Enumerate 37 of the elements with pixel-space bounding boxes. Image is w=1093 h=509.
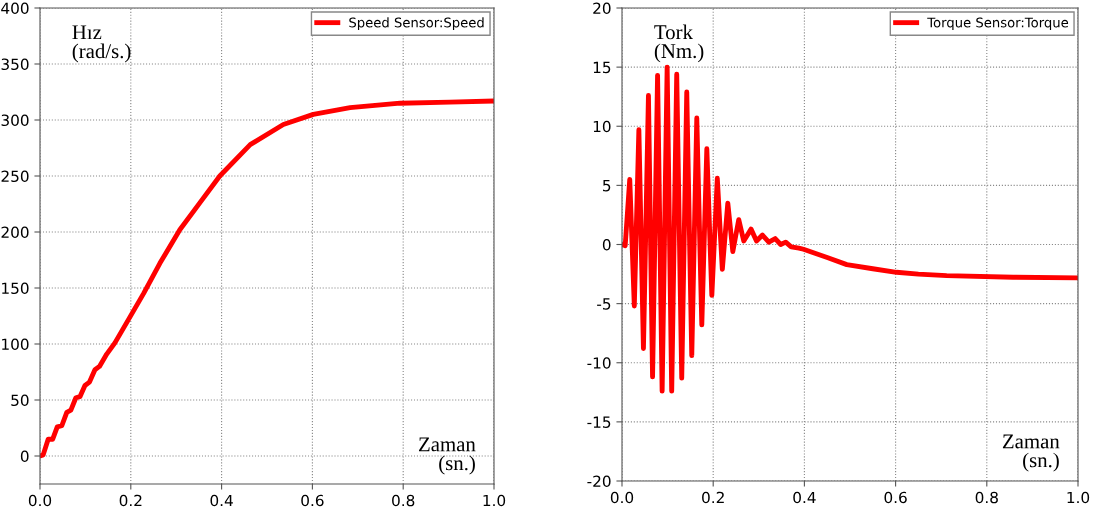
y-tick-label: 150 [2, 282, 29, 295]
y-tick-label: 5 [603, 180, 611, 192]
y-tick-label: 0 [20, 450, 29, 463]
y-axis-title: Tork (Nm.) [654, 24, 704, 63]
x-axis-title: Zaman (sn.) [1002, 434, 1060, 472]
y-tick-label: -10 [587, 357, 611, 369]
y-tick-label: 300 [1, 114, 29, 127]
y-tick-label: 100 [2, 338, 29, 351]
line-series [622, 64, 1078, 394]
x-tick-label: 0.4 [210, 494, 233, 507]
y-tick-label: 400 [1, 2, 29, 15]
y-tick-label: 50 [11, 394, 29, 407]
legend-label: Speed Sensor:Speed [349, 17, 484, 31]
x-tick-label: 1.0 [1067, 491, 1090, 504]
y-tick-label: 200 [1, 226, 29, 239]
x-tick-label: 0.6 [884, 491, 907, 504]
x-tick-label: 0.8 [392, 494, 415, 507]
y-tick-label: -20 [587, 475, 611, 488]
y-tick-label: 15 [593, 61, 611, 74]
y-tick-label: 250 [1, 170, 29, 183]
y-tick-label: -5 [597, 298, 611, 310]
y-tick-label: 0 [602, 238, 611, 251]
y-tick-label: 350 [1, 58, 29, 71]
x-tick-label: 0.0 [28, 494, 52, 507]
x-tick-label: 0.8 [975, 491, 998, 504]
x-axis-title: Zaman (sn.) [418, 437, 476, 475]
y-tick-label: 10 [593, 120, 611, 133]
y-tick-label: -15 [587, 416, 611, 428]
y-axis-title: Hız (rad/s.) [72, 25, 131, 63]
y-tick-label: 20 [593, 2, 611, 15]
legend-label: Torque Sensor:Torque [927, 17, 1069, 31]
x-tick-label: 0.6 [301, 494, 324, 507]
x-tick-label: 1.0 [483, 494, 506, 507]
x-tick-label: 0.4 [793, 491, 816, 504]
x-tick-label: 0.2 [702, 491, 724, 504]
x-tick-label: 0.2 [119, 494, 142, 507]
x-tick-label: 0.0 [610, 491, 634, 504]
